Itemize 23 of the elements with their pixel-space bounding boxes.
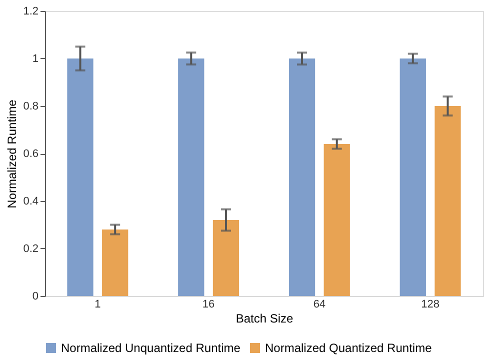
x-tick-label: 64: [313, 298, 326, 310]
x-tick-label: 16: [202, 298, 215, 310]
legend-label: Normalized Quantized Runtime: [265, 341, 432, 355]
y-tick-label: 0: [32, 290, 38, 302]
y-axis-title: Normalized Runtime: [5, 99, 20, 208]
x-axis-title: Batch Size: [236, 312, 294, 326]
y-tick-label: 0.6: [23, 148, 38, 160]
bar: [102, 230, 128, 296]
x-tick-label: 128: [421, 298, 440, 310]
bar: [67, 58, 94, 296]
bar: [400, 58, 426, 296]
legend-label: Normalized Unquantized Runtime: [61, 341, 241, 355]
bar: [212, 220, 240, 296]
y-tick-label: 1: [32, 53, 38, 65]
x-tick-label: 1: [94, 298, 101, 310]
y-tick-label: 0.8: [23, 100, 38, 112]
y-tick-label: 0.2: [23, 243, 38, 255]
bar: [178, 58, 204, 296]
bar: [324, 144, 350, 296]
y-tick-label: 1.2: [23, 6, 38, 18]
bar: [288, 58, 316, 296]
y-tick-label: 0.4: [23, 196, 38, 208]
bar: [434, 106, 461, 296]
